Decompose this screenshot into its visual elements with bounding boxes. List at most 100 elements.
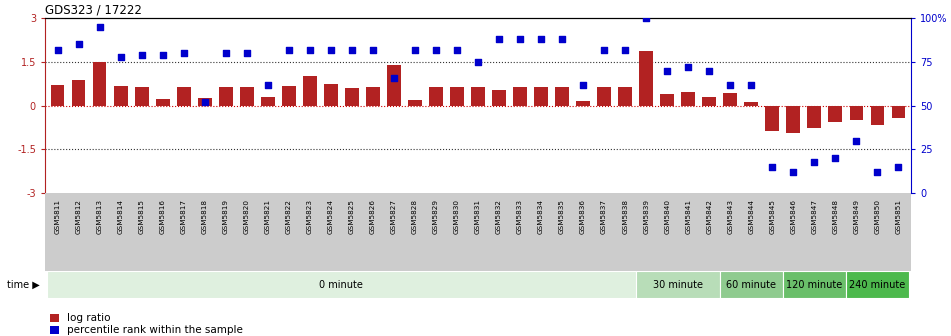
Bar (828, 106, 843, 122)
Text: GSM5838: GSM5838 (622, 199, 629, 234)
Legend: log ratio, percentile rank within the sample: log ratio, percentile rank within the sa… (50, 313, 243, 335)
Point (827, 155, 843, 161)
Bar (720, 271, 783, 298)
Text: GSM5843: GSM5843 (728, 199, 733, 234)
Bar (786, 106, 800, 133)
Bar (703, 97, 716, 106)
Bar (745, 102, 758, 106)
Text: 30 minute: 30 minute (652, 280, 703, 290)
Text: GSM5847: GSM5847 (811, 199, 817, 234)
Bar (870, 106, 884, 125)
Bar (429, 87, 443, 106)
Bar (240, 87, 254, 106)
Text: GSM5812: GSM5812 (76, 199, 82, 234)
Bar (845, 271, 909, 298)
Text: GSM5821: GSM5821 (264, 199, 271, 234)
Bar (219, 87, 233, 106)
Point (765, 164, 780, 169)
Point (681, 64, 696, 70)
Text: GSM5841: GSM5841 (685, 199, 691, 234)
Bar (724, 93, 737, 106)
Bar (660, 94, 674, 106)
Point (450, 47, 465, 52)
Point (575, 82, 591, 87)
Bar (282, 86, 296, 106)
Text: GSM5834: GSM5834 (538, 199, 544, 234)
Bar (807, 106, 821, 128)
Bar (555, 87, 569, 106)
Text: GSM5828: GSM5828 (412, 199, 417, 234)
Point (386, 75, 401, 80)
Text: GSM5825: GSM5825 (349, 199, 355, 234)
Text: GDS323 / 17222: GDS323 / 17222 (45, 4, 142, 17)
Text: time ▶: time ▶ (8, 280, 40, 290)
Bar (576, 101, 590, 106)
Text: GSM5846: GSM5846 (790, 199, 796, 234)
Text: GSM5849: GSM5849 (853, 199, 860, 234)
Point (596, 47, 611, 52)
Text: 60 minute: 60 minute (727, 280, 776, 290)
Text: GSM5811: GSM5811 (54, 199, 61, 234)
Text: GSM5827: GSM5827 (391, 199, 397, 234)
Text: 0 minute: 0 minute (320, 280, 363, 290)
Point (176, 50, 191, 56)
Bar (261, 97, 275, 106)
Text: GSM5842: GSM5842 (707, 199, 712, 234)
Point (534, 36, 549, 42)
Bar (635, 271, 720, 298)
Point (848, 138, 864, 143)
Bar (534, 87, 548, 106)
Point (870, 169, 885, 175)
Text: GSM5839: GSM5839 (643, 199, 650, 234)
Bar (681, 91, 695, 106)
Bar (366, 87, 379, 106)
Point (92, 24, 107, 30)
Point (513, 36, 528, 42)
Point (281, 47, 297, 52)
Text: GSM5817: GSM5817 (181, 199, 186, 234)
Bar (783, 271, 845, 298)
Text: GSM5844: GSM5844 (748, 199, 754, 234)
Bar (849, 106, 864, 120)
Bar (597, 87, 611, 106)
Point (617, 47, 632, 52)
Text: GSM5830: GSM5830 (454, 199, 460, 234)
Point (365, 47, 380, 52)
Bar (766, 106, 779, 131)
Text: GSM5826: GSM5826 (370, 199, 376, 234)
Point (428, 47, 443, 52)
Text: GSM5831: GSM5831 (475, 199, 481, 234)
Text: GSM5824: GSM5824 (328, 199, 334, 234)
Text: GSM5836: GSM5836 (580, 199, 586, 234)
Point (113, 54, 128, 59)
Bar (408, 100, 422, 106)
Bar (177, 87, 190, 106)
Point (786, 169, 801, 175)
Text: GSM5848: GSM5848 (832, 199, 839, 234)
Bar (387, 65, 400, 106)
Bar (71, 80, 86, 106)
Text: GSM5837: GSM5837 (601, 199, 607, 234)
Text: GSM5816: GSM5816 (160, 199, 165, 234)
Bar (618, 87, 632, 106)
Text: GSM5850: GSM5850 (874, 199, 881, 234)
Text: GSM5823: GSM5823 (307, 199, 313, 234)
Bar (135, 87, 148, 106)
Point (744, 82, 759, 87)
Text: GSM5829: GSM5829 (433, 199, 439, 234)
Bar (450, 87, 464, 106)
Text: GSM5815: GSM5815 (139, 199, 145, 234)
Text: GSM5819: GSM5819 (223, 199, 229, 234)
Point (554, 36, 570, 42)
Bar (345, 88, 359, 106)
Text: 120 minute: 120 minute (786, 280, 843, 290)
Point (471, 59, 486, 65)
Bar (198, 98, 211, 106)
Text: GSM5840: GSM5840 (664, 199, 670, 234)
Bar (156, 99, 169, 106)
Point (407, 47, 422, 52)
Point (134, 52, 149, 57)
Text: GSM5818: GSM5818 (202, 199, 207, 234)
Point (702, 68, 717, 73)
Bar (48, 271, 635, 298)
